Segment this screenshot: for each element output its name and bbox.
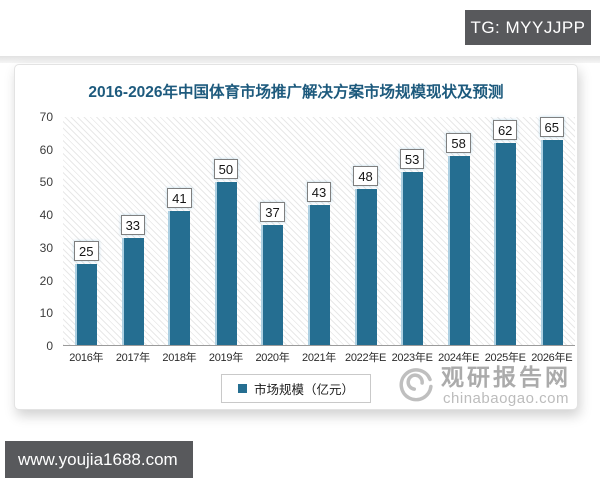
site-url-label: www.youjia1688.com <box>18 449 178 469</box>
bar-value-label: 37 <box>260 201 285 222</box>
x-axis-label: 2025年E <box>484 352 526 364</box>
watermark-domain: chinabaogao.com <box>443 390 569 407</box>
bar-column: 62 <box>482 117 529 345</box>
y-tick-label: 50 <box>39 175 53 190</box>
bar-value-label: 53 <box>399 149 425 170</box>
bar-value-label: 50 <box>213 159 239 180</box>
swirl-logo-icon <box>399 367 433 401</box>
bar <box>354 188 377 345</box>
bar <box>401 172 424 345</box>
y-tick-label: 20 <box>39 273 53 288</box>
watermark-text: 观研报告网 chinabaogao.com <box>441 358 571 407</box>
bar-value-label: 43 <box>306 181 332 202</box>
bar-value-label: 48 <box>353 165 378 186</box>
y-tick-label: 10 <box>39 306 53 321</box>
chart-title: 2016-2026年中国体育市场推广解决方案市场规模现状及预测 <box>88 84 504 101</box>
legend-label: 市场规模（亿元） <box>253 383 355 397</box>
bar-value-label: 25 <box>74 240 99 261</box>
y-tick-label: 40 <box>39 208 53 223</box>
legend: 市场规模（亿元） <box>220 374 372 403</box>
bar-column: 25 <box>63 117 110 345</box>
x-axis-label: 2019年 <box>208 352 243 364</box>
x-axis-label: 2018年 <box>162 352 197 364</box>
bar-column: 41 <box>156 117 203 345</box>
bar-column: 37 <box>249 117 296 345</box>
bar-value-label: 62 <box>492 120 518 141</box>
chart-card: 2016-2026年中国体育市场推广解决方案市场规模现状及预测 0 10 20 30 4… <box>14 64 578 410</box>
plot-area: 25 33 41 50 37 43 48 53 58 62 65 <box>63 117 575 346</box>
y-tick-label: 70 <box>39 110 53 124</box>
x-axis: 2016年 2017年 2018年 2019年 2020年 2021年 2022年E 2023… <box>63 349 575 365</box>
bar-value-label: 58 <box>446 133 471 154</box>
watermark: 观研报告网 chinabaogao.com <box>395 358 571 407</box>
bar <box>494 143 517 345</box>
bar <box>168 211 191 345</box>
bar-value-label: 65 <box>539 117 564 137</box>
y-tick-label: 60 <box>39 142 53 157</box>
x-axis-label: 2020年 <box>255 352 290 364</box>
bar <box>447 156 470 345</box>
bar-column: 48 <box>342 117 389 345</box>
divider-band <box>0 56 600 63</box>
bar-column: 50 <box>203 117 250 345</box>
bar <box>121 237 144 345</box>
bar <box>540 140 563 345</box>
bar-column: 65 <box>528 117 575 345</box>
x-axis-label: 2026年E <box>531 352 573 364</box>
bar <box>75 263 98 345</box>
x-axis-label: 2017年 <box>115 352 150 364</box>
x-axis-label: 2024年E <box>438 352 480 364</box>
x-axis-label: 2016年 <box>69 352 104 364</box>
bars-container: 25 33 41 50 37 43 48 53 58 62 65 <box>63 117 575 345</box>
watermark-name: 观研报告网 <box>441 364 571 390</box>
site-url-badge: www.youjia1688.com <box>5 441 193 478</box>
bar-value-label: 33 <box>120 214 146 235</box>
y-tick-label: 0 <box>46 339 53 353</box>
bar-column: 43 <box>296 117 343 345</box>
bar-column: 33 <box>110 117 157 345</box>
x-axis-label: 2021年 <box>302 352 336 364</box>
bar <box>308 204 330 345</box>
y-tick-label: 30 <box>39 240 53 255</box>
y-axis: 0 10 20 30 40 50 60 70 <box>15 110 59 353</box>
x-axis-label: 2023年E <box>391 352 433 364</box>
bar-column: 53 <box>389 117 436 345</box>
x-axis-label: 2022年E <box>345 352 387 364</box>
tg-contact-label: TG: MYYJJPP <box>470 17 586 37</box>
tg-contact-badge: TG: MYYJJPP <box>465 10 591 45</box>
bar-column: 58 <box>435 117 482 345</box>
legend-marker-square <box>237 384 247 393</box>
bar <box>261 224 284 345</box>
bar <box>214 182 237 345</box>
bar-value-label: 41 <box>167 188 192 209</box>
